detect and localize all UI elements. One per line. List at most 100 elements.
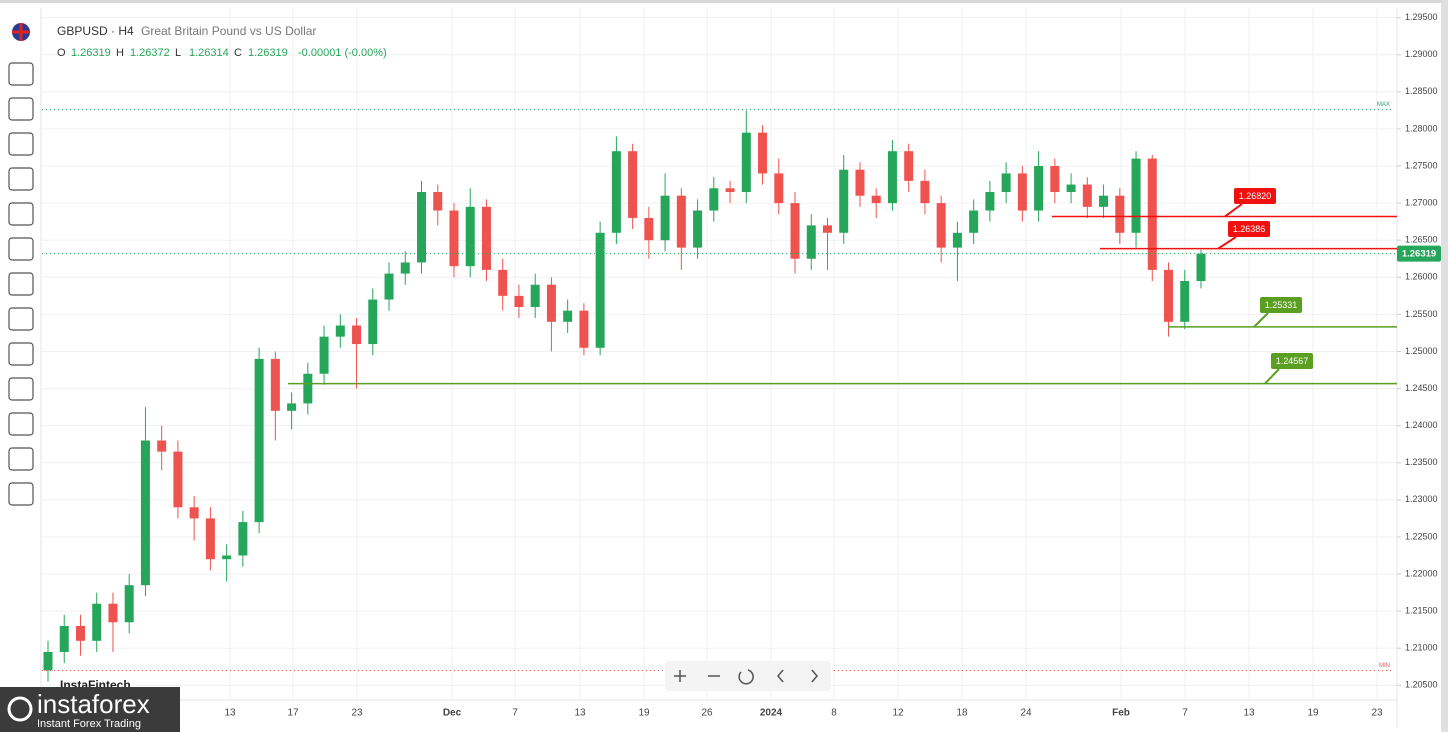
y-tick-label: 1.21500 — [1405, 606, 1438, 616]
candle-body — [530, 284, 540, 307]
right-border — [1441, 0, 1448, 732]
ohlc-key: L — [175, 47, 181, 59]
candle-body — [741, 132, 751, 192]
level-label-box — [1271, 353, 1313, 369]
last-price-box — [1397, 245, 1441, 262]
logo-name: instaforex — [37, 689, 150, 719]
candle-body — [124, 585, 134, 623]
candle-body — [417, 191, 427, 263]
candle-body — [871, 195, 881, 204]
candle-body — [611, 151, 621, 233]
tool-button[interactable] — [8, 167, 34, 191]
flag-cross — [12, 23, 30, 41]
x-tick-label: 7 — [512, 708, 518, 719]
candle-body — [465, 206, 475, 267]
y-tick-label: 1.27500 — [1405, 160, 1438, 170]
scroll-right[interactable] — [811, 669, 818, 683]
tool-button[interactable] — [8, 447, 34, 471]
min-line-label: MIN — [1379, 663, 1390, 669]
symbol-description: Great Britain Pound vs US Dollar — [141, 24, 316, 38]
x-tick-label: 13 — [224, 708, 236, 719]
candle-body — [676, 195, 686, 248]
y-tick-label: 1.23000 — [1405, 494, 1438, 504]
ohlc: O 1.26319 H 1.26372 L 1.26314 C 1.26319 — [57, 47, 288, 59]
tool-button[interactable] — [8, 482, 34, 506]
candle-body — [433, 191, 443, 211]
candle-body — [140, 440, 150, 586]
ohlc-value: 1.26372 — [130, 47, 170, 59]
y-tick-label: 1.26500 — [1405, 235, 1438, 245]
candle-body — [514, 295, 524, 307]
candle-body — [1001, 173, 1011, 192]
ohlc-value: 1.26314 — [189, 47, 229, 59]
candle-body — [75, 625, 85, 641]
candle-body — [546, 284, 556, 322]
y-tick-label: 1.29000 — [1405, 49, 1438, 59]
tool-button[interactable] — [8, 377, 34, 401]
candle-body — [205, 518, 215, 560]
last-price-label: 1.26319 — [1402, 249, 1436, 260]
candle-body — [563, 310, 573, 322]
x-tick-label: 7 — [1182, 708, 1188, 719]
candle-body — [352, 325, 362, 345]
y-tick-label: 1.22000 — [1405, 568, 1438, 578]
candle-body — [254, 358, 264, 523]
candle-body — [855, 169, 865, 196]
candle-body — [936, 203, 946, 248]
candle-body — [1050, 166, 1060, 192]
ohlc-value: 1.26319 — [248, 47, 288, 59]
controls-panel — [665, 661, 831, 691]
level-label: 1.26820 — [1239, 191, 1272, 201]
x-tick-label: 13 — [1243, 708, 1255, 719]
y-tick-label: 1.24500 — [1405, 383, 1438, 393]
ohlc-key: C — [234, 47, 242, 59]
zoom-in[interactable] — [674, 670, 686, 682]
x-tick-label: Dec — [443, 708, 462, 719]
y-tick-label: 1.23500 — [1405, 457, 1438, 467]
x-tick-label: 24 — [1020, 708, 1032, 719]
tool-button[interactable] — [8, 342, 34, 366]
tool-button[interactable] — [8, 237, 34, 261]
tool-button[interactable] — [8, 62, 34, 86]
candle-body — [270, 358, 280, 411]
level-callout — [1224, 203, 1243, 218]
y-tick-label: 1.25000 — [1405, 346, 1438, 356]
candle-body — [1017, 173, 1027, 211]
candle-body — [1034, 166, 1044, 211]
reset[interactable] — [738, 669, 754, 685]
scroll-left[interactable] — [777, 669, 784, 683]
y-tick-label: 1.28500 — [1405, 86, 1438, 96]
tool-button[interactable] — [8, 97, 34, 121]
candle-body — [238, 522, 248, 556]
candle-body — [449, 210, 459, 267]
tool-button[interactable] — [8, 132, 34, 156]
candle-body — [319, 336, 329, 374]
candle-body — [1131, 158, 1141, 233]
candle-body — [839, 169, 849, 233]
x-tick-label: 18 — [956, 708, 968, 719]
candle-body — [222, 555, 232, 560]
candle-body — [1147, 158, 1157, 270]
level-label-box — [1228, 221, 1270, 237]
tool-button[interactable] — [8, 307, 34, 331]
candle-body — [108, 603, 118, 623]
tool-button[interactable] — [8, 272, 34, 296]
candle-body — [709, 188, 719, 211]
candle-body — [173, 451, 183, 508]
top-border — [0, 0, 1448, 3]
overlay: MAX MIN 1.26820 1.26386 1.25331 1.24567 1.2631… — [42, 102, 1441, 671]
candle-body — [1115, 195, 1125, 233]
y-tick-label: 1.24000 — [1405, 420, 1438, 430]
tool-button[interactable] — [8, 412, 34, 436]
candle-body — [920, 180, 930, 204]
candle-body — [595, 232, 605, 348]
candle-body — [693, 210, 703, 248]
logo-tagline: Instant Forex Trading — [37, 718, 141, 730]
level-label: 1.25331 — [1265, 300, 1298, 310]
candle-body — [887, 151, 897, 204]
candle-body — [189, 507, 199, 519]
max-line-label: MAX — [1377, 102, 1390, 108]
tool-button[interactable] — [8, 202, 34, 226]
x-tick-label: 19 — [1307, 708, 1319, 719]
candle-body — [628, 151, 638, 218]
